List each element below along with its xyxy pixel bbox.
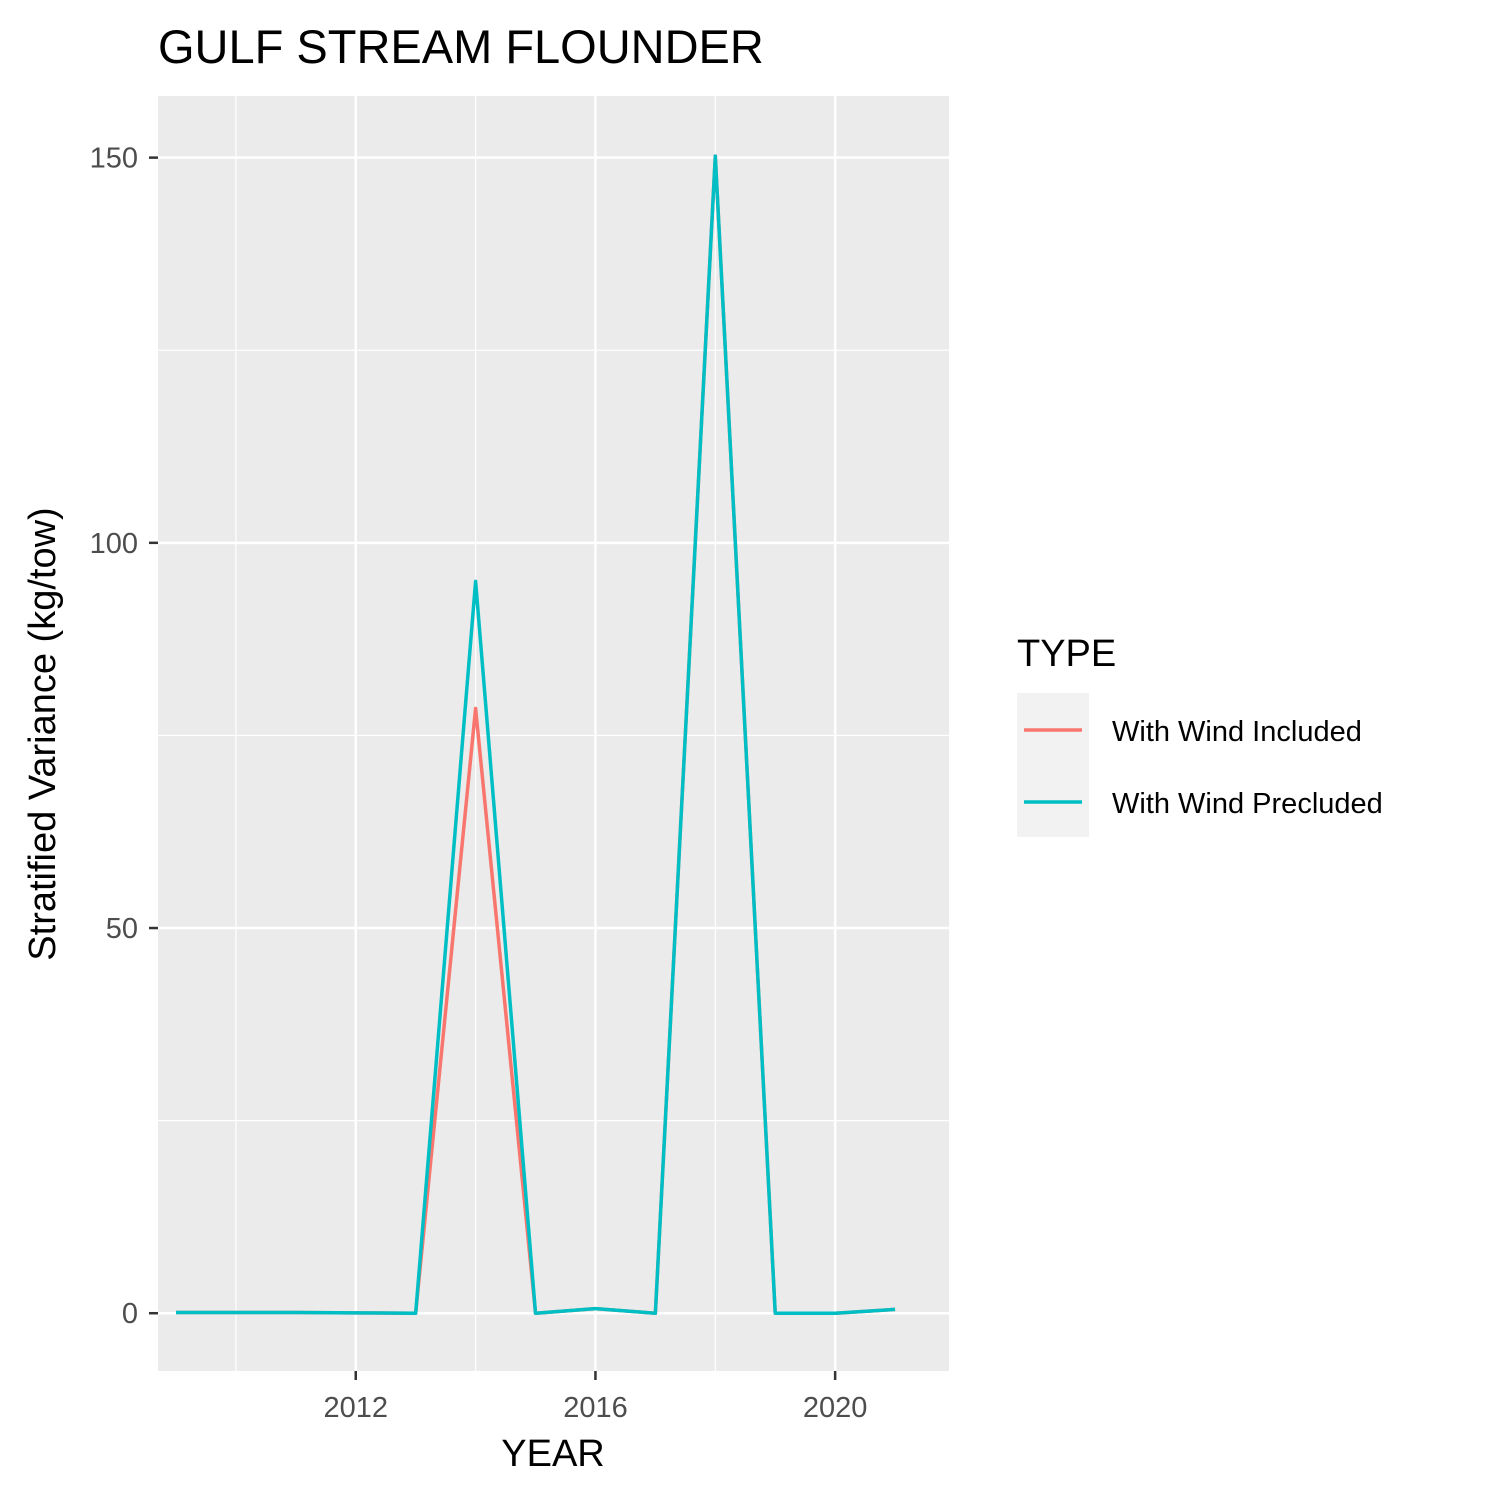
x-tick-label: 2020 [803, 1392, 868, 1424]
legend: TYPE With Wind Included With Wind Preclu… [1017, 633, 1383, 837]
legend-title: TYPE [1017, 633, 1116, 675]
legend-label-with-wind-precluded: With Wind Precluded [1112, 788, 1383, 820]
plot-panel [158, 96, 949, 1371]
x-tick-label: 2012 [323, 1392, 388, 1424]
legend-key-background [1017, 693, 1089, 837]
series-layer [175, 154, 896, 1315]
x-tick-label: 2016 [563, 1392, 628, 1424]
grid-minor [158, 96, 949, 1371]
y-tick-label: 0 [122, 1298, 138, 1330]
y-tick-label: 150 [90, 143, 138, 175]
x-axis: 2012 2016 2020 [323, 1371, 867, 1424]
x-axis-title: YEAR [501, 1433, 604, 1475]
y-axis: 0 50 100 150 [90, 143, 158, 1330]
chart-title: GULF STREAM FLOUNDER [158, 20, 764, 73]
legend-label-with-wind-included: With Wind Included [1112, 716, 1362, 748]
y-axis-title: Stratified Variance (kg/tow) [22, 507, 64, 960]
y-tick-label: 50 [106, 913, 138, 945]
series-line-with-wind-precluded [175, 154, 896, 1315]
y-tick-label: 100 [90, 528, 138, 560]
